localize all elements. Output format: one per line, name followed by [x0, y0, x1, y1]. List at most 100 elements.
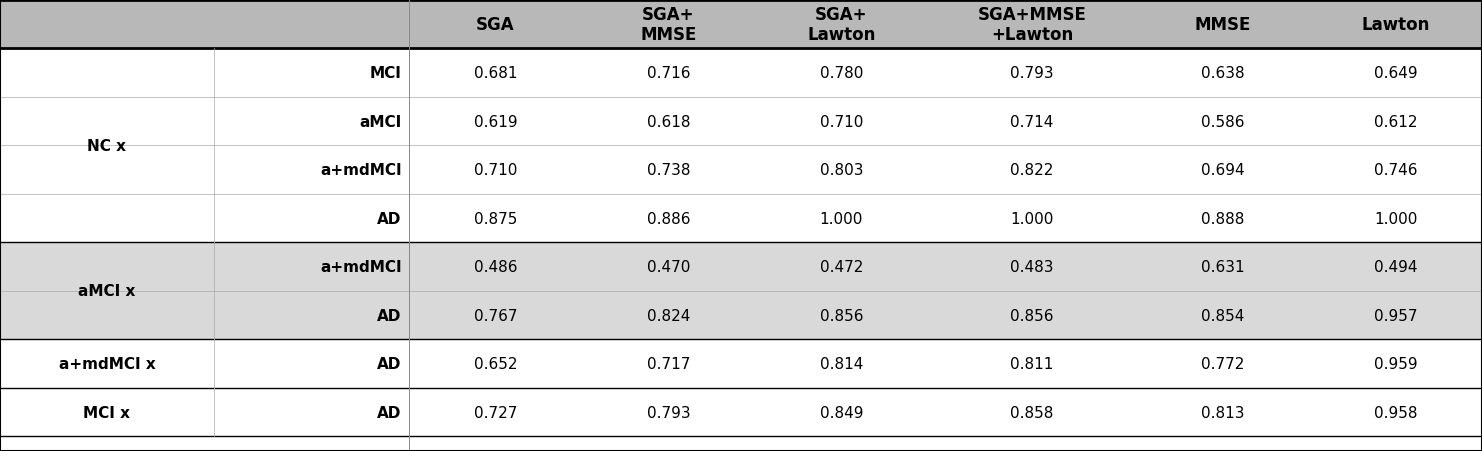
- Text: 0.618: 0.618: [646, 114, 691, 129]
- Text: 0.716: 0.716: [646, 66, 691, 81]
- FancyBboxPatch shape: [0, 1, 213, 49]
- FancyBboxPatch shape: [213, 243, 409, 291]
- Text: 0.813: 0.813: [1200, 405, 1245, 420]
- Text: aMCI x: aMCI x: [79, 284, 136, 299]
- FancyBboxPatch shape: [1137, 194, 1309, 243]
- FancyBboxPatch shape: [928, 49, 1137, 97]
- FancyBboxPatch shape: [409, 1, 582, 49]
- FancyBboxPatch shape: [1309, 146, 1482, 194]
- FancyBboxPatch shape: [409, 97, 582, 146]
- Text: 0.631: 0.631: [1200, 259, 1245, 275]
- Text: 0.875: 0.875: [474, 211, 517, 226]
- FancyBboxPatch shape: [409, 388, 582, 437]
- FancyBboxPatch shape: [409, 49, 582, 97]
- Text: AD: AD: [378, 405, 402, 420]
- Text: 0.957: 0.957: [1374, 308, 1417, 323]
- FancyBboxPatch shape: [213, 291, 409, 340]
- FancyBboxPatch shape: [582, 388, 754, 437]
- Text: 1.000: 1.000: [1374, 211, 1417, 226]
- FancyBboxPatch shape: [582, 146, 754, 194]
- Text: SGA+MMSE
+Lawton: SGA+MMSE +Lawton: [978, 5, 1086, 44]
- Text: 0.803: 0.803: [820, 163, 863, 178]
- Text: AD: AD: [378, 356, 402, 371]
- FancyBboxPatch shape: [754, 340, 928, 388]
- Text: 0.649: 0.649: [1374, 66, 1417, 81]
- FancyBboxPatch shape: [928, 97, 1137, 146]
- Text: 0.612: 0.612: [1374, 114, 1417, 129]
- FancyBboxPatch shape: [928, 194, 1137, 243]
- FancyBboxPatch shape: [213, 388, 409, 437]
- Text: 0.793: 0.793: [1011, 66, 1054, 81]
- FancyBboxPatch shape: [1309, 340, 1482, 388]
- FancyBboxPatch shape: [754, 1, 928, 49]
- Text: 0.780: 0.780: [820, 66, 863, 81]
- Text: 0.856: 0.856: [820, 308, 863, 323]
- FancyBboxPatch shape: [1137, 388, 1309, 437]
- FancyBboxPatch shape: [1137, 49, 1309, 97]
- Text: AD: AD: [378, 308, 402, 323]
- Text: MCI: MCI: [370, 66, 402, 81]
- FancyBboxPatch shape: [1309, 388, 1482, 437]
- FancyBboxPatch shape: [582, 340, 754, 388]
- FancyBboxPatch shape: [1309, 243, 1482, 291]
- FancyBboxPatch shape: [754, 194, 928, 243]
- FancyBboxPatch shape: [928, 243, 1137, 291]
- Text: 0.694: 0.694: [1200, 163, 1245, 178]
- FancyBboxPatch shape: [409, 291, 582, 340]
- Text: MCI x: MCI x: [83, 405, 130, 420]
- Text: 0.483: 0.483: [1011, 259, 1054, 275]
- FancyBboxPatch shape: [928, 1, 1137, 49]
- FancyBboxPatch shape: [1309, 97, 1482, 146]
- FancyBboxPatch shape: [582, 1, 754, 49]
- FancyBboxPatch shape: [928, 340, 1137, 388]
- Text: 0.470: 0.470: [646, 259, 691, 275]
- FancyBboxPatch shape: [213, 97, 409, 146]
- FancyBboxPatch shape: [213, 146, 409, 194]
- Text: 0.793: 0.793: [646, 405, 691, 420]
- FancyBboxPatch shape: [928, 388, 1137, 437]
- Text: 0.619: 0.619: [474, 114, 517, 129]
- FancyBboxPatch shape: [213, 1, 409, 49]
- Text: AD: AD: [378, 211, 402, 226]
- FancyBboxPatch shape: [582, 49, 754, 97]
- Text: 0.858: 0.858: [1011, 405, 1054, 420]
- FancyBboxPatch shape: [213, 49, 409, 97]
- Text: 0.652: 0.652: [474, 356, 517, 371]
- Text: 0.824: 0.824: [646, 308, 691, 323]
- Text: a+mdMCI: a+mdMCI: [320, 163, 402, 178]
- FancyBboxPatch shape: [754, 97, 928, 146]
- FancyBboxPatch shape: [1137, 291, 1309, 340]
- Text: SGA+
Lawton: SGA+ Lawton: [808, 5, 876, 44]
- Text: 0.486: 0.486: [474, 259, 517, 275]
- Text: 0.586: 0.586: [1200, 114, 1245, 129]
- Text: 0.811: 0.811: [1011, 356, 1054, 371]
- Text: 0.638: 0.638: [1200, 66, 1245, 81]
- FancyBboxPatch shape: [1309, 291, 1482, 340]
- Text: 0.681: 0.681: [474, 66, 517, 81]
- Text: 0.767: 0.767: [474, 308, 517, 323]
- Text: MMSE: MMSE: [1194, 16, 1251, 34]
- Text: a+mdMCI: a+mdMCI: [320, 259, 402, 275]
- FancyBboxPatch shape: [213, 340, 409, 388]
- FancyBboxPatch shape: [0, 340, 213, 388]
- Text: 0.727: 0.727: [474, 405, 517, 420]
- FancyBboxPatch shape: [213, 194, 409, 243]
- FancyBboxPatch shape: [1309, 1, 1482, 49]
- Text: 0.746: 0.746: [1374, 163, 1417, 178]
- FancyBboxPatch shape: [582, 243, 754, 291]
- FancyBboxPatch shape: [582, 97, 754, 146]
- FancyBboxPatch shape: [928, 291, 1137, 340]
- Text: 0.710: 0.710: [474, 163, 517, 178]
- FancyBboxPatch shape: [409, 243, 582, 291]
- FancyBboxPatch shape: [754, 49, 928, 97]
- Text: 0.854: 0.854: [1200, 308, 1245, 323]
- FancyBboxPatch shape: [409, 146, 582, 194]
- Text: NC x: NC x: [87, 138, 126, 153]
- Text: aMCI: aMCI: [360, 114, 402, 129]
- FancyBboxPatch shape: [1309, 49, 1482, 97]
- Text: a+mdMCI x: a+mdMCI x: [59, 356, 156, 371]
- FancyBboxPatch shape: [928, 146, 1137, 194]
- Text: 0.714: 0.714: [1011, 114, 1054, 129]
- Text: 0.814: 0.814: [820, 356, 863, 371]
- Text: 1.000: 1.000: [820, 211, 863, 226]
